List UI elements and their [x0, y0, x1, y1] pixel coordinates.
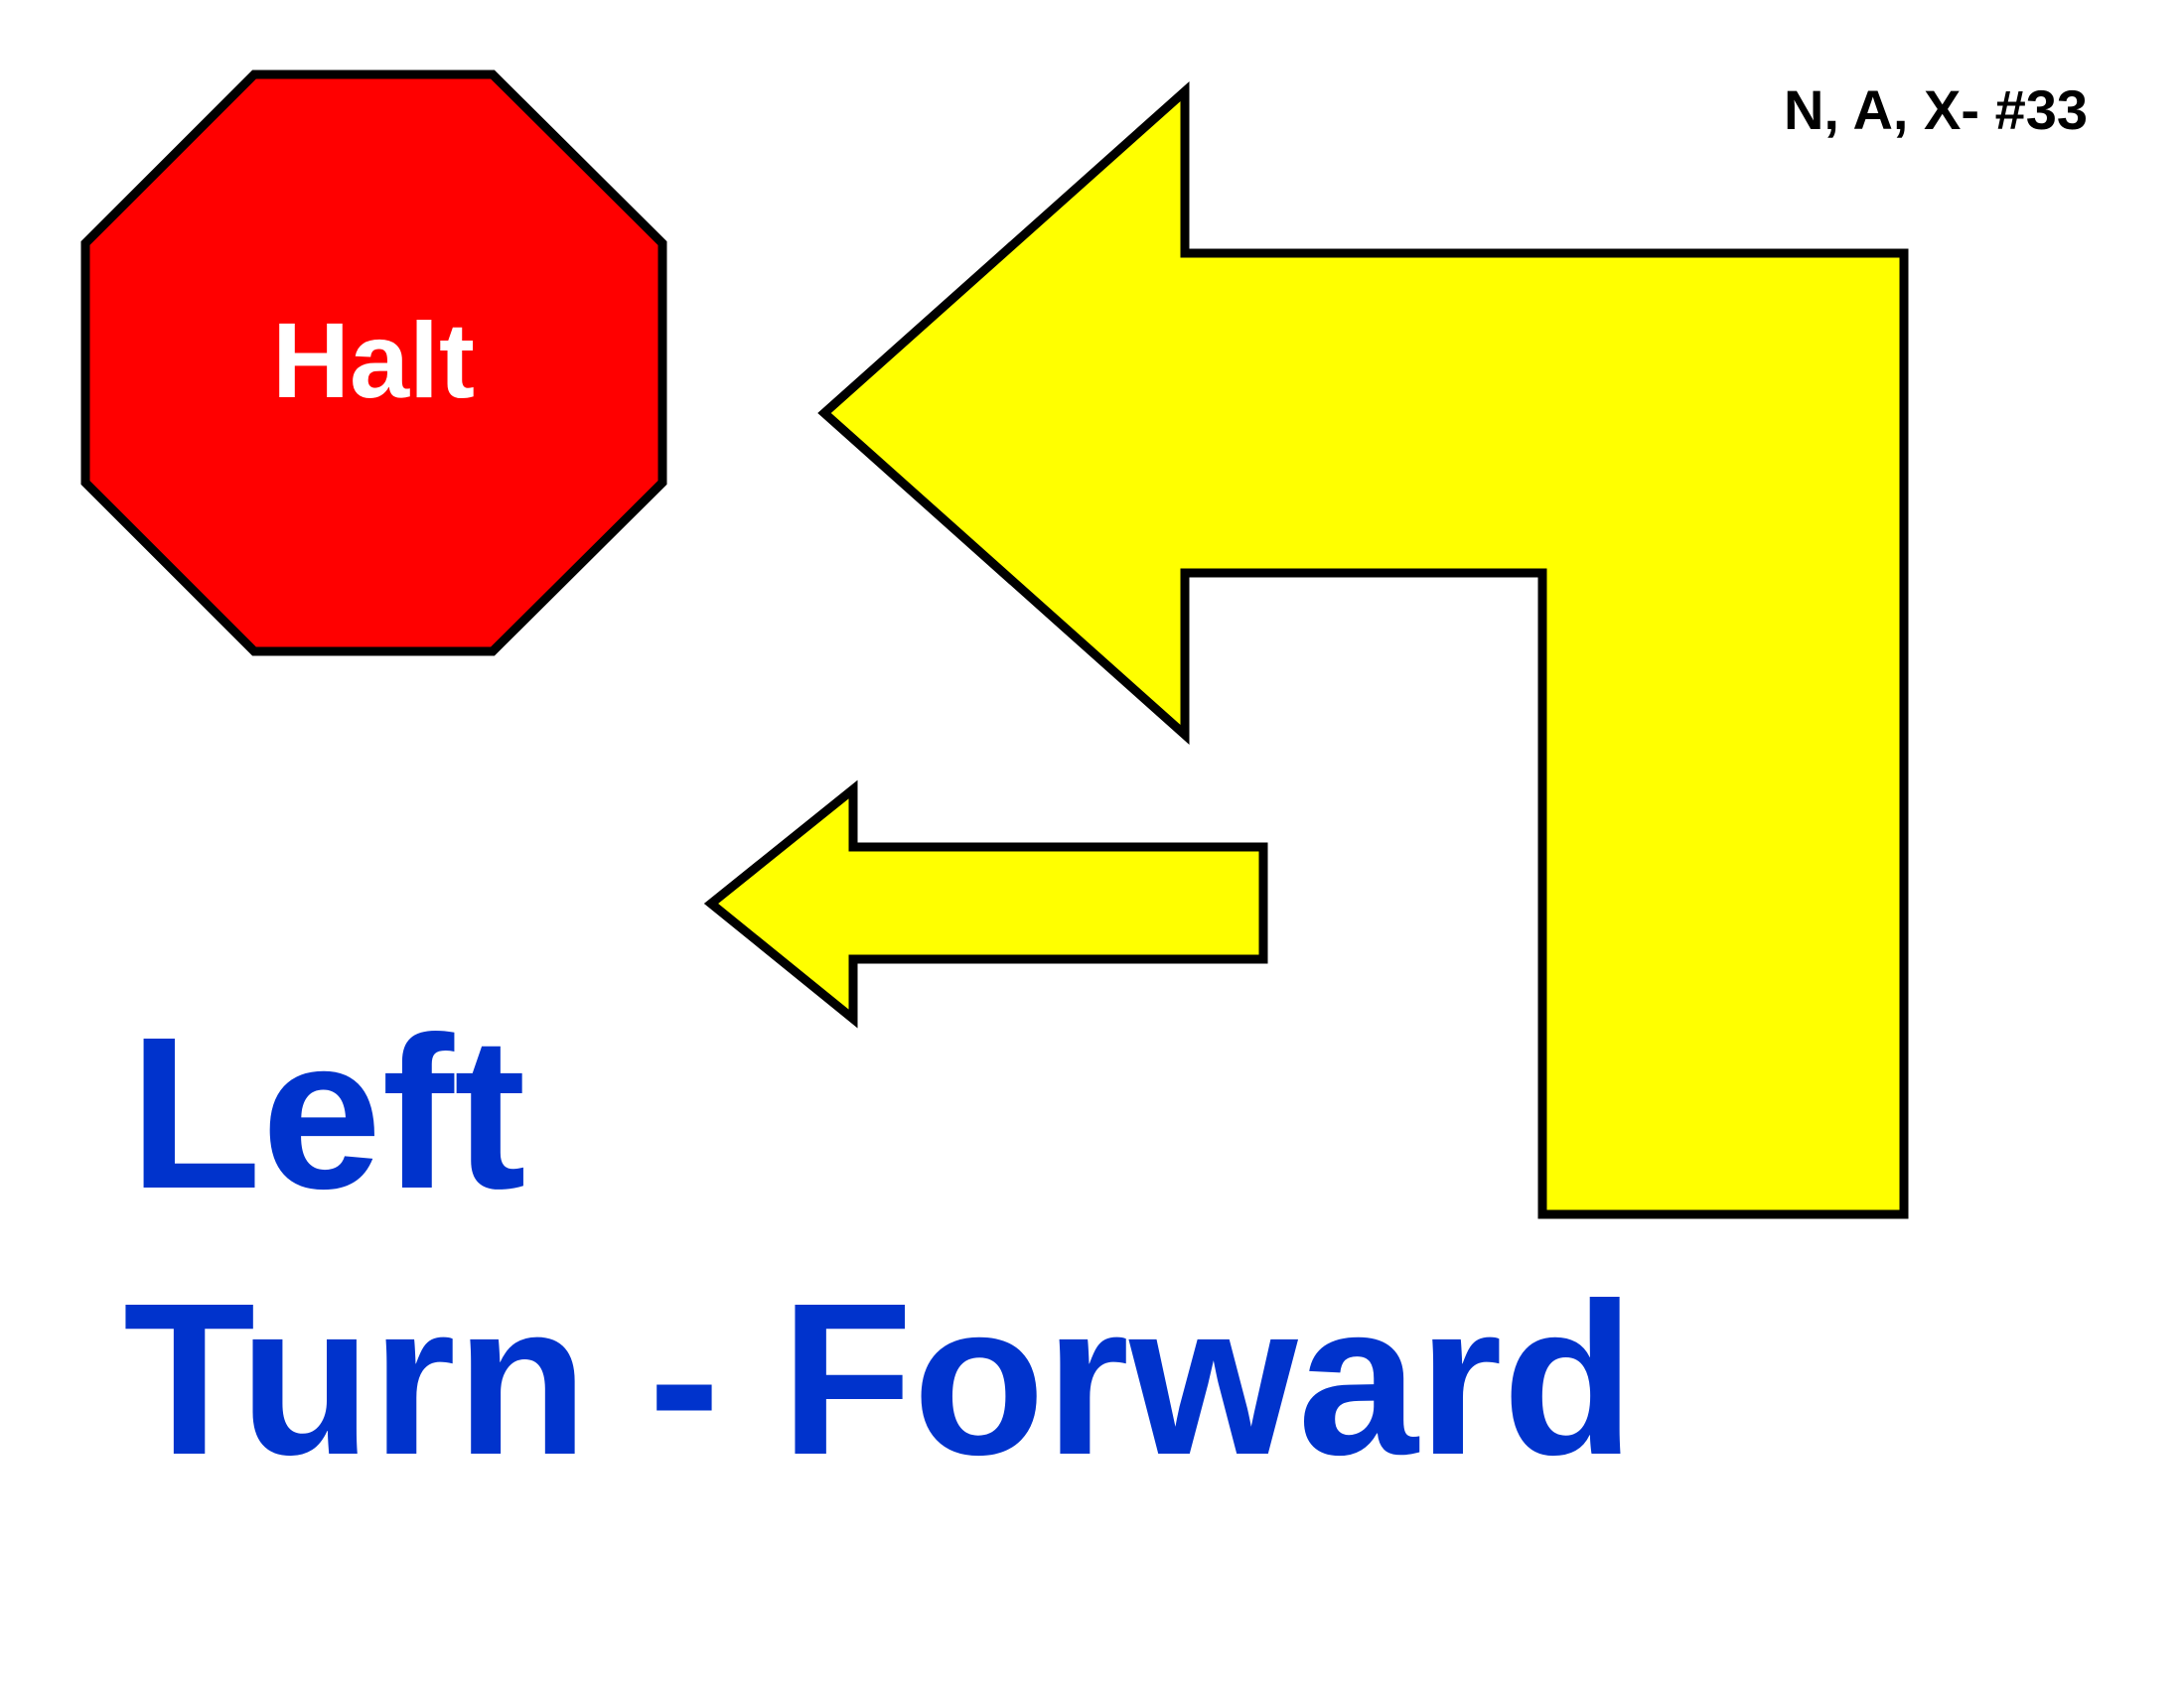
- sign-title-line1: Left: [129, 993, 526, 1234]
- sign-title-line2: Turn - Forward: [123, 1259, 1635, 1500]
- left-arrow-icon: [703, 779, 1268, 1029]
- octagon-stop-icon: [80, 70, 667, 656]
- left-turn-arrow-icon: [817, 80, 1909, 1219]
- halt-label: Halt: [272, 300, 475, 420]
- halt-sign: Halt: [80, 70, 667, 656]
- sign-code: N, A, X- #33: [1784, 78, 2088, 141]
